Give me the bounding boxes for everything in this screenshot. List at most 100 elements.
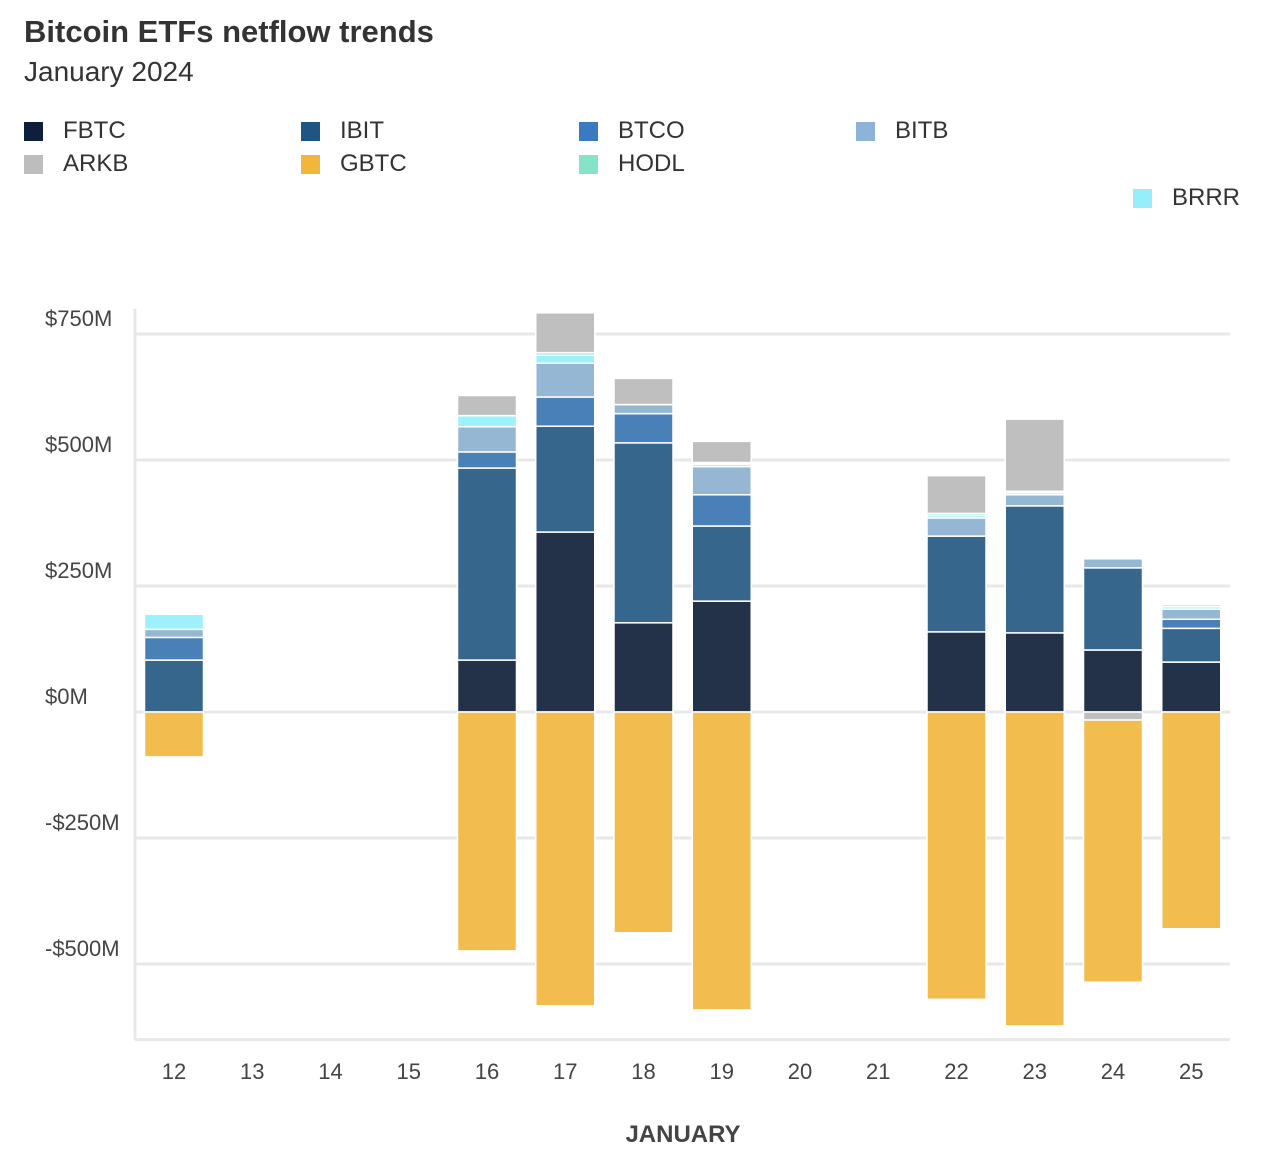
bar-ibit	[456, 467, 518, 661]
legend-swatch	[301, 154, 320, 174]
bar-hodl	[1161, 603, 1222, 608]
legend-swatch	[1133, 188, 1152, 208]
x-tick-label: 20	[788, 1059, 812, 1084]
legend-swatch	[579, 154, 598, 174]
bar-gbtc	[143, 711, 205, 758]
bar-gbtc	[691, 711, 752, 1011]
y-tick-label: $750M	[45, 306, 112, 331]
legend-item-bitb: BITB	[856, 117, 948, 145]
bar-ibit	[143, 659, 205, 713]
x-tick-label: 23	[1023, 1059, 1047, 1084]
bar-arkb	[1004, 418, 1065, 492]
bar-btco	[691, 494, 752, 527]
x-tick-label: 21	[866, 1059, 890, 1084]
x-tick-label: 17	[553, 1059, 577, 1084]
legend-label: BRRR	[1172, 184, 1241, 211]
x-tick-label: 25	[1179, 1059, 1203, 1084]
bar-ibit	[691, 525, 752, 602]
bar-bitb	[1004, 494, 1065, 507]
bar-ibit	[1161, 627, 1222, 663]
chart-title: Bitcoin ETFs netflow trends	[24, 14, 434, 49]
x-tick-label: 22	[944, 1059, 968, 1084]
legend-item-fbtc: FBTC	[24, 117, 126, 145]
x-tick-label: 24	[1101, 1059, 1125, 1084]
bar-gbtc	[1004, 711, 1065, 1027]
bar-bitb	[691, 465, 752, 496]
x-tick-label: 19	[710, 1059, 734, 1084]
bar-fbtc	[535, 531, 596, 713]
bar-arkb	[1082, 711, 1144, 721]
bar-bitb	[1082, 558, 1144, 569]
legend-swatch	[24, 121, 43, 141]
bar-ibit	[1082, 567, 1144, 651]
bar-brrr	[143, 613, 205, 631]
bar-btco	[143, 636, 205, 661]
legend-label: BITB	[895, 117, 949, 144]
y-tick-label: $250M	[45, 558, 112, 583]
bar-btco	[613, 412, 674, 444]
bar-arkb	[691, 440, 752, 464]
bar-btco	[456, 451, 518, 469]
bar-fbtc	[456, 659, 518, 713]
chart-subtitle: January 2024	[24, 56, 194, 87]
bar-fbtc	[1082, 649, 1144, 713]
x-tick-label: 16	[475, 1059, 499, 1084]
bar-ibit	[926, 535, 987, 633]
legend-item-hodl: HODL	[579, 150, 685, 178]
legend-label: FBTC	[63, 117, 126, 144]
bar-arkb	[613, 377, 674, 406]
bar-gbtc	[613, 711, 674, 934]
legend-item-btco: BTCO	[579, 117, 685, 145]
bar-fbtc	[691, 600, 752, 713]
bar-ibit	[535, 425, 596, 533]
y-tick-label: $500M	[45, 432, 112, 457]
x-tick-label: 15	[397, 1059, 421, 1084]
y-tick-label: -$250M	[45, 810, 120, 835]
bar-bitb	[535, 362, 596, 398]
bar-arkb	[535, 312, 596, 354]
bar-bitb	[456, 425, 518, 453]
legend-swatch	[856, 121, 875, 141]
bar-fbtc	[613, 622, 674, 713]
bar-gbtc	[535, 711, 596, 1007]
legend-item-brrr: BRRR	[1133, 184, 1240, 212]
bar-btco	[535, 396, 596, 427]
bar-brrr	[535, 354, 596, 364]
x-tick-label: 18	[631, 1059, 655, 1084]
bar-gbtc	[1082, 719, 1144, 983]
bar-ibit	[613, 442, 674, 624]
legend-item-arkb: ARKB	[24, 150, 128, 178]
bar-ibit	[1004, 505, 1065, 634]
bar-gbtc	[926, 711, 987, 1001]
x-axis-title: JANUARY	[625, 1121, 740, 1148]
legend-item-gbtc: GBTC	[301, 150, 407, 178]
bar-arkb	[456, 394, 518, 417]
legend-label: IBIT	[340, 117, 385, 144]
bar-fbtc	[926, 631, 987, 713]
legend-label: ARKB	[63, 150, 129, 177]
bar-brrr	[456, 414, 518, 428]
bar-fbtc	[1004, 632, 1065, 713]
bar-bitb	[926, 517, 987, 537]
legend-item-ibit: IBIT	[301, 117, 384, 145]
legend-swatch	[24, 154, 43, 174]
x-tick-label: 12	[162, 1059, 186, 1084]
bar-btco	[1161, 618, 1222, 630]
legend-swatch	[301, 121, 320, 141]
x-tick-label: 13	[240, 1059, 264, 1084]
x-tick-label: 14	[318, 1059, 342, 1084]
bar-arkb	[926, 474, 987, 515]
y-tick-label: -$500M	[45, 936, 120, 961]
bar-hodl	[1082, 556, 1144, 559]
bar-gbtc	[1161, 711, 1222, 930]
bar-bitb	[143, 628, 205, 639]
bar-bitb	[1161, 608, 1222, 621]
y-tick-label: $0M	[45, 684, 88, 709]
legend-label: BTCO	[618, 117, 685, 144]
bar-gbtc	[456, 711, 518, 952]
bar-fbtc	[1161, 661, 1222, 713]
legend-label: GBTC	[340, 150, 407, 177]
legend-label: HODL	[618, 150, 685, 177]
bar-bitb	[613, 403, 674, 415]
